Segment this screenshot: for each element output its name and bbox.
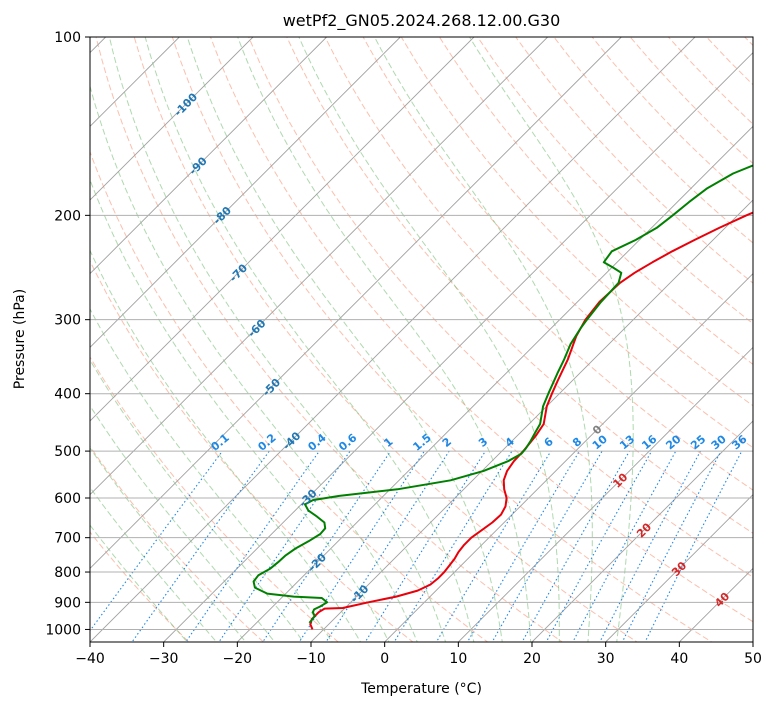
- x-tick-label: −20: [223, 651, 253, 667]
- y-tick-label: 700: [54, 531, 81, 547]
- x-tick-label: −30: [149, 651, 179, 667]
- x-tick-label: 20: [523, 651, 541, 667]
- x-tick-label: 40: [670, 651, 688, 667]
- x-tick-label: −40: [75, 651, 105, 667]
- y-tick-label: 800: [54, 565, 81, 581]
- x-tick-label: −10: [296, 651, 326, 667]
- y-tick-label: 500: [54, 444, 81, 460]
- y-tick-label: 400: [54, 387, 81, 403]
- x-axis-title: Temperature (°C): [360, 681, 482, 697]
- x-tick-label: 50: [744, 651, 762, 667]
- y-tick-label: 600: [54, 491, 81, 507]
- chart-title: wetPf2_GN05.2024.268.12.00.G30: [283, 11, 561, 31]
- y-tick-label: 300: [54, 313, 81, 329]
- x-tick-label: 10: [449, 651, 467, 667]
- y-tick-label: 100: [54, 30, 81, 46]
- y-tick-label: 200: [54, 208, 81, 224]
- y-tick-label: 900: [54, 595, 81, 611]
- y-tick-label: 1000: [45, 622, 81, 638]
- y-axis-title: Pressure (hPa): [12, 289, 28, 389]
- x-tick-label: 30: [597, 651, 615, 667]
- x-tick-label: 0: [380, 651, 389, 667]
